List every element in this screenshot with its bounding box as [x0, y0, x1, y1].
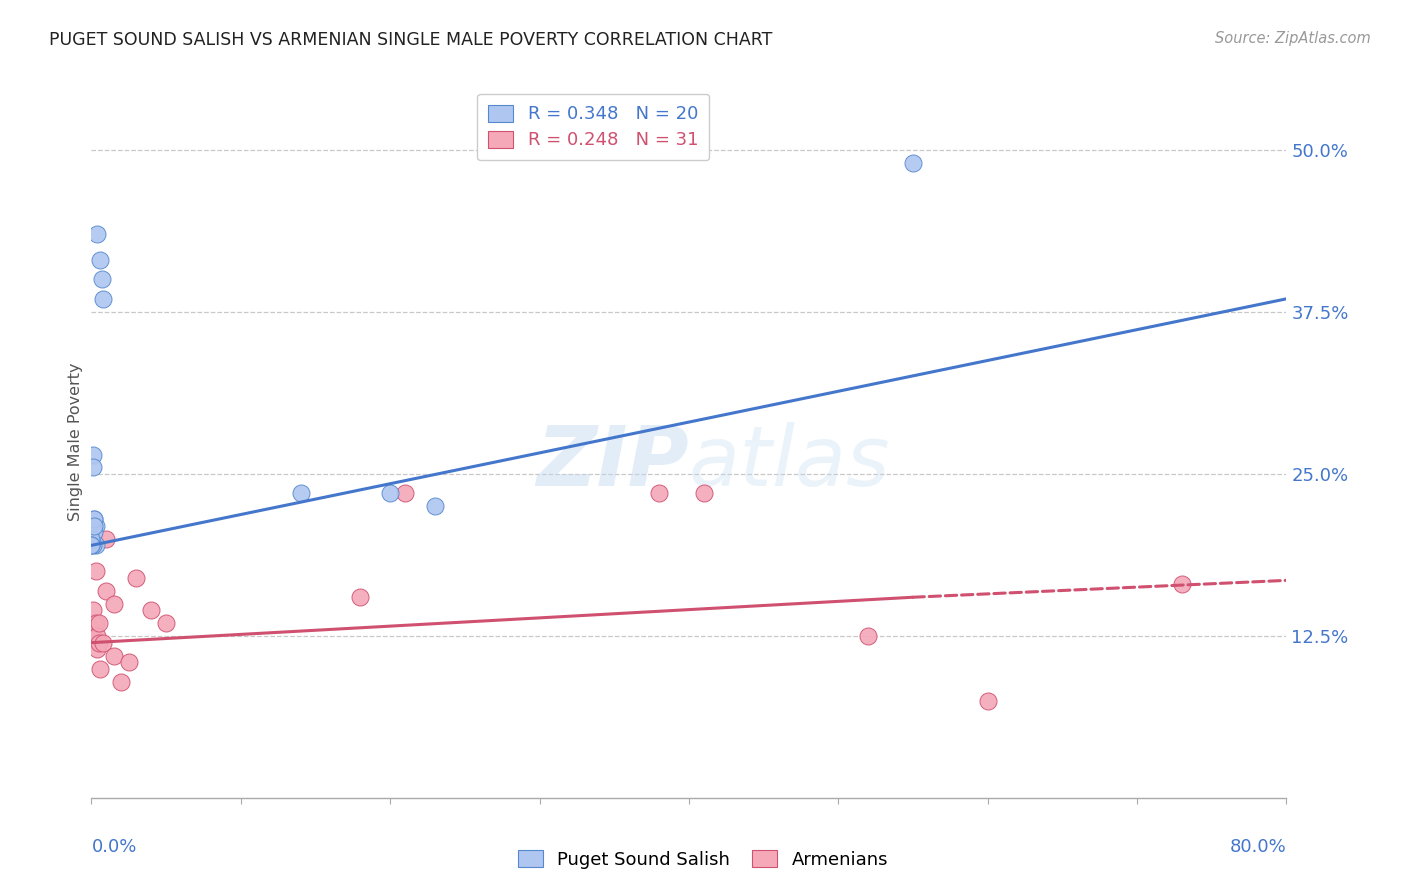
Point: [87, 616, 110, 631]
Point: [349, 591, 371, 605]
Point: [96, 583, 118, 598]
Point: [1171, 577, 1194, 591]
Text: PUGET SOUND SALISH VS ARMENIAN SINGLE MALE POVERTY CORRELATION CHART: PUGET SOUND SALISH VS ARMENIAN SINGLE MA…: [49, 31, 772, 49]
Point: [901, 155, 924, 169]
Point: [86, 227, 108, 241]
Legend: R = 0.348   N = 20, R = 0.248   N = 31: R = 0.348 N = 20, R = 0.248 N = 31: [478, 94, 709, 161]
Point: [648, 486, 671, 500]
Point: [976, 694, 998, 708]
Point: [90, 272, 112, 286]
Point: [80, 532, 103, 546]
Point: [84, 538, 107, 552]
Text: Source: ZipAtlas.com: Source: ZipAtlas.com: [1215, 31, 1371, 46]
Point: [89, 662, 111, 676]
Point: [86, 629, 108, 643]
Point: [86, 642, 108, 657]
Point: [84, 616, 107, 631]
Point: [80, 538, 103, 552]
Point: [290, 486, 312, 500]
Point: [103, 597, 125, 611]
Point: [89, 252, 111, 267]
Point: [83, 532, 105, 546]
Point: [82, 603, 104, 617]
Point: [118, 655, 141, 669]
Point: [125, 571, 148, 585]
Point: [858, 629, 880, 643]
Point: [83, 512, 105, 526]
Point: [394, 486, 416, 500]
Point: [83, 519, 105, 533]
Point: [93, 635, 115, 649]
Point: [82, 460, 104, 475]
Point: [83, 525, 105, 540]
Point: [423, 500, 446, 514]
Point: [87, 635, 110, 649]
Point: [80, 623, 103, 637]
Text: 80.0%: 80.0%: [1230, 838, 1286, 855]
Point: [110, 674, 132, 689]
Point: [80, 538, 103, 552]
Point: [82, 616, 104, 631]
Point: [83, 512, 105, 526]
Point: [693, 486, 716, 500]
Point: [82, 448, 104, 462]
Point: [380, 486, 402, 500]
Point: [84, 564, 107, 578]
Point: [84, 519, 107, 533]
Point: [83, 629, 105, 643]
Point: [141, 603, 163, 617]
Point: [103, 648, 125, 663]
Point: [82, 629, 104, 643]
Point: [155, 616, 177, 631]
Text: ZIP: ZIP: [536, 423, 689, 503]
Point: [93, 292, 115, 306]
Text: atlas: atlas: [689, 423, 890, 503]
Legend: Puget Sound Salish, Armenians: Puget Sound Salish, Armenians: [510, 843, 896, 876]
Point: [96, 532, 118, 546]
Point: [80, 629, 103, 643]
Point: [82, 538, 104, 552]
Y-axis label: Single Male Poverty: Single Male Poverty: [67, 362, 83, 521]
Text: 0.0%: 0.0%: [91, 838, 136, 855]
